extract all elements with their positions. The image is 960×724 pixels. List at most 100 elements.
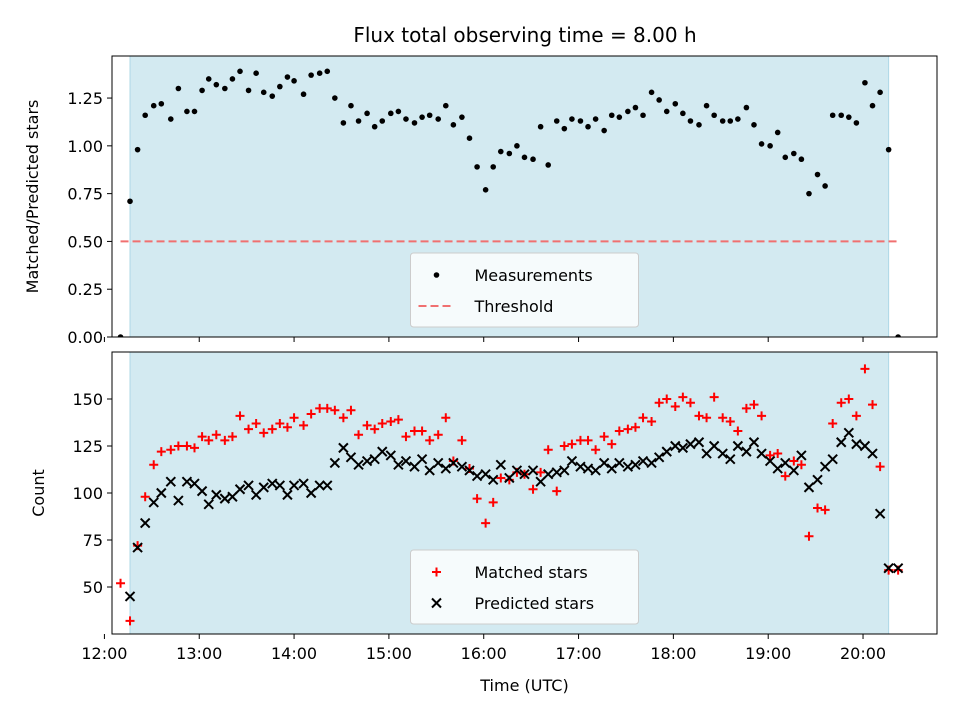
measurements-point [482,187,489,193]
predicted-stars-point [606,463,617,474]
measurements-point [822,183,828,189]
predicted-stars-point [385,450,397,461]
predicted-stars-point [298,478,309,489]
predicted-stars-point [741,446,752,457]
y-tick-label: 0.50 [67,232,103,251]
measurements-point [184,108,190,115]
predicted-stars-point [827,453,838,465]
predicted-stars-point [519,468,530,480]
matched-stars-point [125,616,135,626]
predicted-stars-point [258,482,269,493]
measurements-point [150,102,157,109]
measurements-point [191,108,198,115]
predicted-stars-point [756,448,767,459]
measurements-point [300,91,307,98]
matched-stars-point [306,409,316,419]
matched-stars-point [591,445,601,455]
figure-title: Flux total observing time = 8.00 h [353,23,696,47]
predicted-stars-point [424,465,435,476]
measurements-point [253,70,259,77]
matched-stars-point [410,426,419,436]
measurements-point [608,112,615,119]
predicted-stars-point [288,480,300,491]
matched-stars-point [140,492,150,502]
predicted-stars-point [867,448,878,459]
measurements-point [672,100,679,107]
measurements-point [521,154,528,161]
predicted-stars-point [400,455,412,467]
measurements-point [895,334,901,337]
matched-stars-point [780,471,790,481]
predicted-stars-point [464,465,475,476]
matched-stars-point [702,413,712,423]
matched-stars-point [828,418,838,428]
measurements-point [585,123,591,130]
matched-stars-point [488,497,498,507]
legend-box [410,549,639,625]
predicted-stars-point [338,442,349,454]
matched-stars-point [638,413,648,423]
predicted-stars-point [527,465,539,476]
measurements-point [829,112,836,119]
predicted-stars-point [480,468,491,480]
predicted-stars-point [369,453,380,465]
predicted-stars-point [250,489,262,501]
measurements-point [127,198,133,205]
predicted-stars-point [614,457,625,469]
measurements-point [497,148,504,155]
matched-stars-point [725,417,735,427]
measurements-point [269,93,276,99]
predicted-stars-point [314,480,325,491]
measurements-point [751,122,757,128]
matched-stars-point [354,430,364,440]
measurements-point [853,120,860,126]
x-tick-label: 13:00 [176,644,222,663]
predicted-stars-point [590,465,601,476]
predicted-stars-point [409,461,420,472]
matched-stars-point [227,432,237,442]
measurements-point [419,114,425,120]
legend-matched-swatch [432,567,441,577]
matched-stars-point [190,443,199,453]
x-tick-label: 15:00 [366,644,412,663]
matched-stars-point [741,403,751,413]
measurements-point [553,118,560,124]
predicted-stars-point [582,463,594,474]
matched-stars-point [267,424,277,434]
matched-stars-point [765,450,775,460]
measurements-point [403,116,409,122]
y-tick-label: 150 [72,390,103,409]
measurements-point [735,116,741,122]
matched-stars-point [718,413,728,423]
matched-stars-point [299,420,309,430]
predicted-stars-point [630,459,641,471]
measurements-point [514,143,520,149]
predicted-stars-point [551,467,562,478]
measurements-point [616,114,623,120]
legend-predicted-swatch [431,597,442,609]
matched-stars-point [251,418,261,428]
matched-stars-point [330,405,340,415]
measurements-point [862,79,868,86]
predicted-stars-point [685,438,696,450]
x-tick-label: 19:00 [745,644,791,663]
matched-stars-point [182,441,192,451]
measurements-point [601,127,607,134]
measurements-point [142,112,148,119]
predicted-stars-point [181,476,193,487]
x-tick-label: 18:00 [650,644,696,663]
predicted-stars-point [274,480,286,491]
predicted-stars-point [243,480,254,491]
measurements-point [450,122,457,128]
measurements-point [687,118,694,124]
matched-stars-point [630,422,640,432]
predicted-stars-point [874,508,886,519]
predicted-stars-point [456,461,468,472]
predicted-stars-point [677,442,689,454]
predicted-stars-point [559,465,570,476]
y-tick-label: 100 [72,484,103,503]
measurements-point [167,116,174,122]
measurements-point [782,154,789,161]
axes-frame [111,55,938,338]
